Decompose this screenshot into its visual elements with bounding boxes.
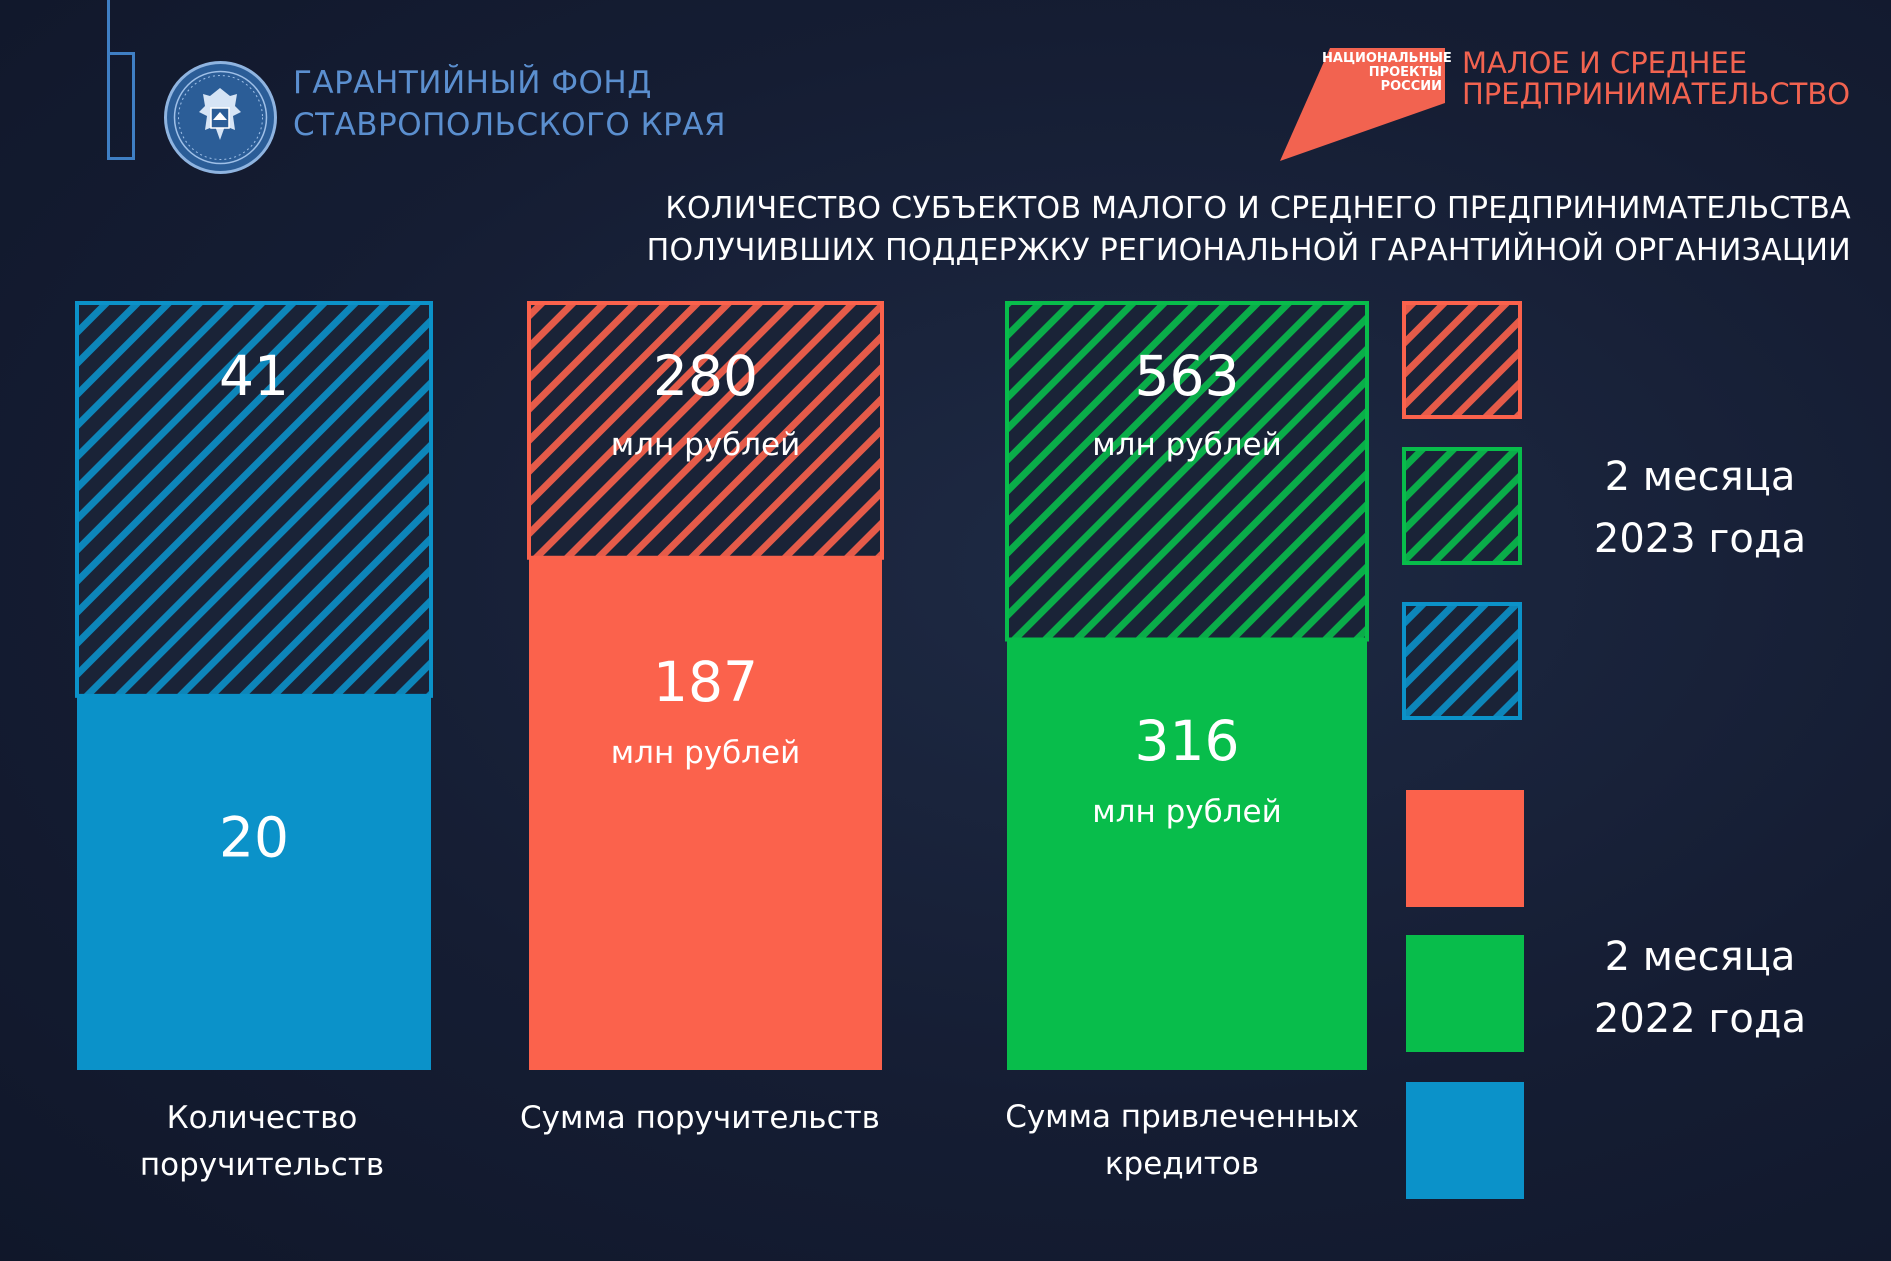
legend-swatch-hatched-0 <box>1402 602 1522 720</box>
value-label-2023-1: 280 <box>653 344 758 408</box>
unit-label-2023-1: млн рублей <box>611 427 801 463</box>
value-label-2022-0: 20 <box>219 806 289 870</box>
chart-title: КОЛИЧЕСТВО СУБЪЕКТОВ МАЛОГО И СРЕДНЕГО П… <box>451 188 1851 272</box>
bar-solid-2 <box>1007 639 1367 1070</box>
bar-hatched-2 <box>1005 301 1369 642</box>
fund-name: ГАРАНТИЙНЫЙ ФОНД СТАВРОПОЛЬСКОГО КРАЯ <box>293 62 726 146</box>
category-label-0-line2: поручительств <box>140 1147 384 1183</box>
legend-swatch-solid-1 <box>1406 790 1524 907</box>
bars-group: 41 20 Количество поручительств 280 млн рублей… <box>75 301 1369 1183</box>
value-label-2022-2: 316 <box>1135 709 1240 773</box>
value-label-2022-1: 187 <box>653 650 758 714</box>
category-label-1: Сумма поручительств <box>520 1100 880 1136</box>
legend-label-0: 2 месяца <box>1605 454 1796 500</box>
np-line3: РОССИИ <box>1380 79 1442 94</box>
category-label-2: Сумма привлеченных <box>1005 1099 1359 1135</box>
fund-name-line2: СТАВРОПОЛЬСКОГО КРАЯ <box>293 107 727 143</box>
value-label-2023-0: 41 <box>219 344 289 408</box>
fund-name-line1: ГАРАНТИЙНЫЙ ФОНД <box>293 65 652 101</box>
legend-label-0-line2: 2023 года <box>1594 516 1806 562</box>
chart-title-line2: ПОЛУЧИВШИХ ПОДДЕРЖКУ РЕГИОНАЛЬНОЙ ГАРАНТ… <box>646 233 1851 268</box>
legend-swatch-solid-2 <box>1406 935 1524 1052</box>
legend-group: 2 месяца 2023 года 2 месяца 2022 года <box>1402 301 1806 1199</box>
program-name-line1: МАЛОЕ И СРЕДНЕЕ <box>1462 46 1748 80</box>
legend-label-1: 2 месяца <box>1605 934 1796 980</box>
national-projects-text: НАЦИОНАЛЬНЫЕ ПРОЕКТЫ РОССИИ <box>1322 51 1452 94</box>
program-name-line2: ПРЕДПРИНИМАТЕЛЬСТВО <box>1462 77 1851 111</box>
unit-label-2022-1: млн рублей <box>611 735 801 771</box>
national-projects-logo-icon <box>1280 48 1445 161</box>
unit-label-2022-2: млн рублей <box>1092 794 1282 830</box>
category-label-0: Количество <box>167 1100 358 1136</box>
program-name: МАЛОЕ И СРЕДНЕЕ ПРЕДПРИНИМАТЕЛЬСТВО <box>1462 48 1850 110</box>
legend-swatch-solid-0 <box>1406 1082 1524 1199</box>
bar-solid-0 <box>77 695 431 1070</box>
np-line2: ПРОЕКТЫ <box>1368 65 1442 80</box>
stavropol-emblem-icon <box>164 61 277 174</box>
legend-label-1-line2: 2022 года <box>1594 996 1806 1042</box>
chart-title-line1: КОЛИЧЕСТВО СУБЪЕКТОВ МАЛОГО И СРЕДНЕГО П… <box>665 191 1851 226</box>
unit-label-2023-2: млн рублей <box>1092 427 1282 463</box>
np-line1: НАЦИОНАЛЬНЫЕ <box>1322 51 1452 66</box>
category-label-2-line2: кредитов <box>1105 1146 1259 1182</box>
decor-bracket-box <box>107 52 135 160</box>
bar-hatched-1 <box>527 301 884 560</box>
value-label-2023-2: 563 <box>1135 344 1240 408</box>
legend-swatch-hatched-2 <box>1402 447 1522 565</box>
decor-bracket-line <box>107 0 110 58</box>
legend-swatch-hatched-1 <box>1402 301 1522 419</box>
bar-solid-1 <box>529 557 882 1070</box>
bar-hatched-0 <box>75 301 433 698</box>
